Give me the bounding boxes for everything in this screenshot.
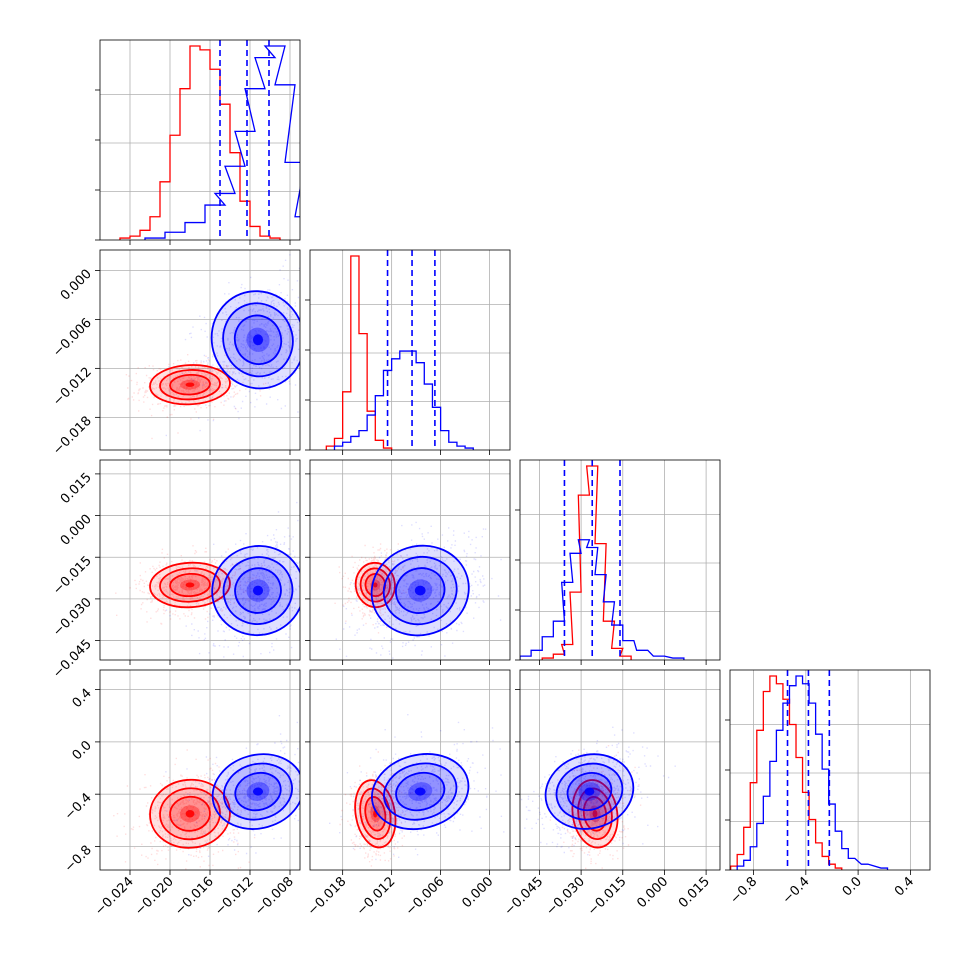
y-tick-label: −0.015	[50, 553, 95, 598]
panel-content	[329, 714, 505, 867]
panel-frame	[309, 459, 511, 661]
y-tick-label: 0.000	[58, 267, 95, 304]
marginal-panel-0	[95, 39, 301, 245]
x-tick-label: 0.000	[634, 874, 671, 911]
density-peak-red	[185, 382, 195, 387]
y-tick-label: −0.006	[50, 316, 95, 361]
panel-frame	[99, 669, 301, 871]
histogram-blue	[144, 45, 300, 240]
x-tick-label: −0.4	[780, 874, 813, 907]
y-tick-label: −0.012	[50, 365, 95, 410]
panel-content	[730, 670, 889, 870]
x-tick-label: −0.8	[727, 874, 760, 907]
density-peak-blue	[252, 334, 264, 346]
panel-content	[125, 254, 300, 440]
joint-panel-3-2: −0.045−0.030−0.015 0.000 0.015	[502, 669, 721, 919]
density-peak-red	[185, 582, 195, 588]
panel-content	[113, 715, 300, 870]
marginal-panel-3: −0.8 −0.4 0.0 0.4	[725, 669, 931, 907]
y-tick-label: −0.045	[50, 637, 95, 682]
x-tick-label: 0.015	[676, 874, 713, 911]
panel-frame	[99, 459, 301, 661]
marginal-panel-1	[305, 249, 511, 455]
x-tick-label: −0.024	[92, 874, 137, 919]
x-tick-label: −0.018	[305, 874, 350, 919]
panel-content	[334, 521, 502, 659]
panel-content	[115, 501, 300, 658]
density-peak-blue	[252, 787, 264, 796]
panel-background	[310, 670, 510, 870]
histogram-blue	[520, 539, 685, 660]
panel-frame	[99, 249, 301, 451]
marginal-panel-2	[515, 459, 721, 665]
histogram-red	[541, 465, 632, 660]
joint-panel-3-1: −0.018 −0.012 −0.006 0.000	[305, 669, 511, 919]
density-peak-red	[592, 810, 598, 818]
panel-frame	[519, 669, 721, 871]
scatter-blue	[165, 254, 300, 437]
x-tick-label: 0.000	[459, 874, 496, 911]
joint-panel-1-0: 0.000 −0.006−0.012−0.018	[50, 249, 301, 459]
x-tick-label: 0.4	[892, 874, 917, 899]
x-tick-label: −0.012	[354, 874, 399, 919]
x-tick-label: −0.030	[543, 874, 588, 919]
density-peak-red	[373, 582, 378, 588]
panel-content	[325, 250, 474, 450]
y-tick-label: 0.000	[58, 512, 95, 549]
joint-panel-2-1	[305, 459, 511, 665]
histogram-blue	[333, 350, 474, 450]
scatter-red	[125, 354, 267, 440]
y-tick-label: −0.018	[50, 414, 95, 459]
density-peak-blue	[584, 787, 595, 796]
panel-content	[119, 40, 300, 240]
panel-background	[100, 460, 300, 660]
x-tick-label: −0.008	[252, 874, 297, 919]
histogram-red	[730, 675, 843, 870]
panel-background	[100, 670, 300, 870]
density-peak-blue	[414, 787, 426, 796]
y-tick-label: 0.015	[58, 470, 95, 507]
scatter-blue	[165, 715, 300, 857]
scatter-red	[549, 745, 642, 869]
density-peak-blue	[252, 585, 264, 596]
scatter-blue	[329, 714, 505, 861]
panel-background	[100, 40, 300, 240]
y-tick-label: −0.030	[50, 595, 95, 640]
scatter-red	[339, 751, 413, 867]
x-tick-label: −0.012	[212, 874, 257, 919]
scatter-red	[334, 543, 409, 634]
x-tick-label: −0.015	[585, 874, 630, 919]
panel-background	[310, 250, 510, 450]
x-tick-label: −0.006	[403, 874, 448, 919]
panel-content	[520, 726, 676, 869]
x-tick-label: −0.020	[132, 874, 177, 919]
panel-background	[100, 250, 300, 450]
histogram-blue	[736, 675, 889, 870]
histogram-red	[119, 45, 281, 240]
y-tick-label: −0.4	[62, 790, 95, 823]
density-peak-blue	[414, 585, 426, 596]
x-tick-label: 0.0	[840, 874, 865, 899]
y-tick-label: 0.0	[70, 738, 95, 763]
y-tick-label: 0.4	[70, 686, 95, 711]
density-peak-red	[185, 810, 195, 818]
histogram-red	[325, 255, 393, 450]
panel-frame	[309, 669, 511, 871]
panel-background	[520, 670, 720, 870]
panel-background	[310, 460, 510, 660]
x-tick-label: −0.045	[502, 874, 547, 919]
joint-panel-3-0: −0.024−0.020−0.016−0.012−0.008 0.4 0.0 −0.4…	[62, 669, 301, 919]
y-tick-label: −0.8	[62, 843, 95, 876]
x-tick-label: −0.016	[172, 874, 217, 919]
panel-content	[520, 460, 685, 660]
